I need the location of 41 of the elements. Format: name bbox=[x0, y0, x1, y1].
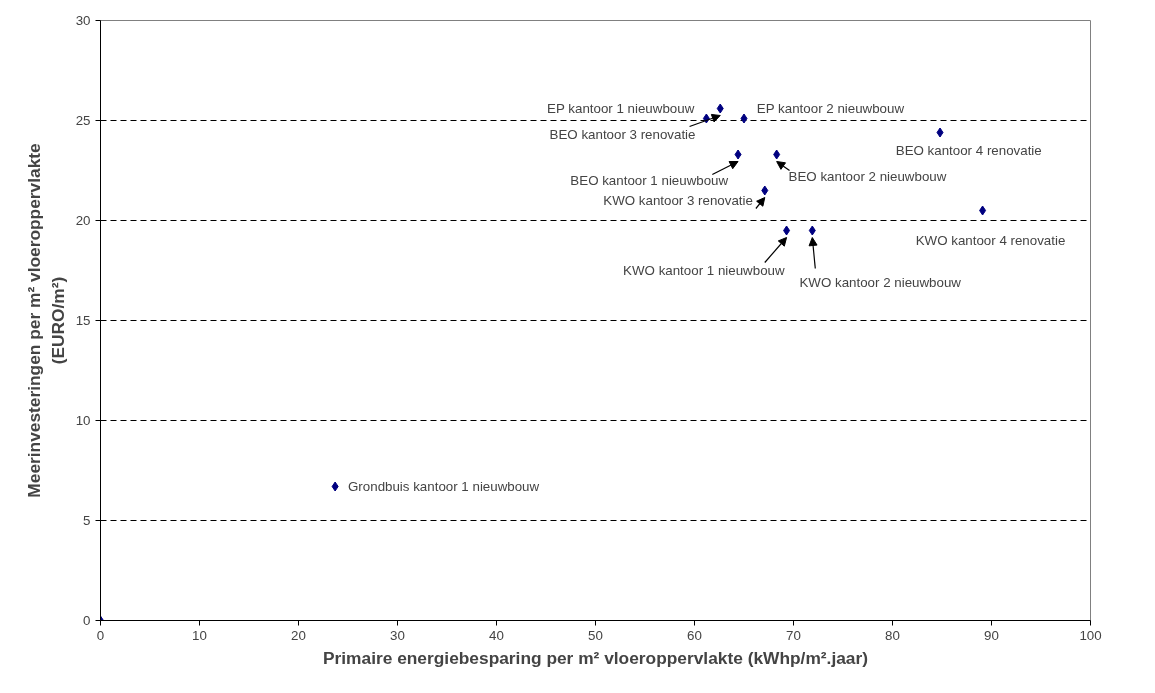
point bbox=[740, 113, 748, 124]
annotation: BEO kantoor 2 nieuwbouw bbox=[788, 169, 947, 184]
annotation: EP kantoor 2 nieuwbouw bbox=[756, 101, 905, 116]
y-tick-label: 25 bbox=[75, 113, 91, 128]
y-axis-title: Meerinvesteringen per m² vloeroppervlakte (EURO/m²) bbox=[23, 142, 68, 498]
y-tick-label: 20 bbox=[75, 213, 91, 228]
x-tick-label: 70 bbox=[786, 627, 801, 643]
annotation: KWO kantoor 4 renovatie bbox=[915, 233, 1066, 248]
x-tick-label: 50 bbox=[588, 627, 603, 643]
y-tick-label: 10 bbox=[75, 413, 91, 428]
y-tick-label: 0 bbox=[83, 613, 91, 628]
point bbox=[773, 149, 781, 160]
x-tick-label: 0 bbox=[96, 627, 105, 643]
x-axis-title: Primaire energiebesparing per m² vloeroppervlakte (kWhp/m².jaar) bbox=[322, 647, 869, 668]
annotation: BEO kantoor 1 nieuwbouw bbox=[570, 173, 729, 188]
point bbox=[761, 185, 769, 196]
annotation: KWO kantoor 3 renovatie bbox=[603, 193, 753, 208]
annotation: BEO kantoor 3 renovatie bbox=[549, 127, 696, 142]
annotation: KWO kantoor 2 nieuwbouw bbox=[799, 275, 962, 290]
annotation: KWO kantoor 1 nieuwbouw bbox=[623, 263, 785, 278]
annotation: Grondbuis kantoor 1 nieuwbouw bbox=[348, 479, 540, 494]
point bbox=[936, 127, 944, 138]
x-tick-label: 60 bbox=[687, 627, 702, 643]
x-tick-label: 80 bbox=[885, 627, 900, 643]
annotation: EP kantoor 1 nieuwbouw bbox=[547, 101, 695, 116]
y-tick-label: 30 bbox=[75, 13, 91, 28]
x-tick-label: 20 bbox=[291, 627, 306, 643]
point bbox=[783, 225, 791, 236]
point bbox=[808, 225, 816, 236]
x-tick-label: 100 bbox=[1079, 627, 1102, 643]
point bbox=[734, 149, 742, 160]
x-tick-label: 40 bbox=[489, 627, 504, 643]
y-tick-label: 5 bbox=[83, 513, 91, 528]
x-tick-label: 90 bbox=[984, 627, 999, 643]
x-tick-label: 10 bbox=[192, 627, 207, 643]
y-tick-label: 15 bbox=[75, 313, 91, 328]
point bbox=[979, 205, 987, 216]
annotation: BEO kantoor 4 renovatie bbox=[895, 143, 1042, 158]
x-tick-label: 30 bbox=[390, 627, 405, 643]
point bbox=[331, 481, 339, 492]
point bbox=[716, 103, 724, 114]
